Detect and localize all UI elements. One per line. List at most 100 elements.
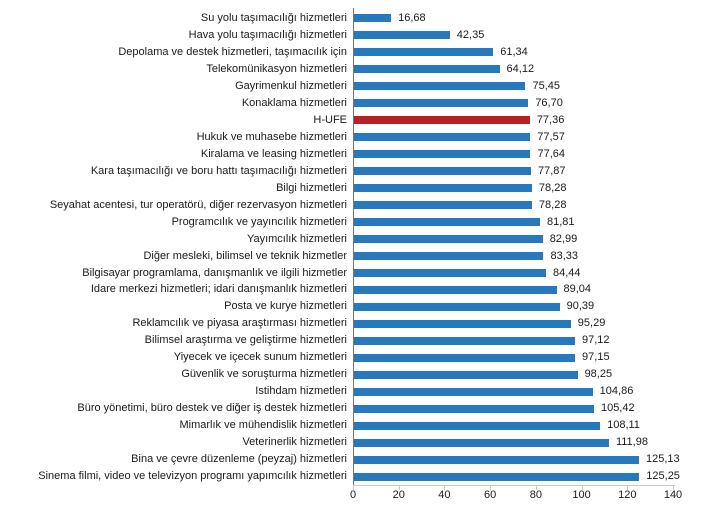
category-label: Bilgisayar programlama, danışmanlık ve i… [82, 267, 347, 279]
value-label: 77,36 [536, 113, 565, 126]
bar [353, 116, 530, 125]
value-label: 82,99 [549, 232, 578, 245]
category-label: Hava yolu taşımacılığı hizmetleri [188, 29, 347, 41]
bar-row: Seyahat acentesi, tur operatörü, diğer r… [0, 197, 707, 214]
bar-row: İstihdam hizmetleri 104,86 [0, 383, 707, 400]
value-label: 77,87 [537, 164, 566, 177]
value-label: 89,04 [563, 283, 592, 296]
category-label: İdare merkezi hizmetleri; idari danışman… [90, 284, 347, 296]
bar [353, 235, 543, 244]
category-label: Su yolu taşımacılığı hizmetleri [200, 12, 347, 24]
value-label: 83,33 [550, 249, 578, 262]
value-label: 78,28 [538, 181, 567, 194]
category-label: Mimarlık ve mühendislik hizmetleri [179, 420, 348, 432]
bar-row: Veterinerlik hizmetleri 111,98 [0, 434, 707, 451]
bar-area: 78,28 [353, 180, 707, 197]
x-axis-tick [627, 485, 629, 490]
bar-row: Güvenlik ve soruşturma hizmetleri 98,25 [0, 366, 707, 383]
value-label: 111,98 [615, 436, 648, 449]
value-label: 108,11 [607, 419, 640, 432]
category-label: Yayımcılık hizmetleri [246, 233, 347, 245]
bar-area: 76,70 [353, 95, 707, 112]
bar-area: 77,57 [353, 129, 707, 146]
x-axis-tick [535, 485, 537, 490]
bar-row: H-ÜFE 77,36 [0, 112, 707, 129]
category-label: Bilgi hizmetleri [276, 182, 347, 194]
bar-row: Posta ve kurye hizmetleri 90,39 [0, 298, 707, 315]
bar [353, 455, 639, 464]
bar-row: Telekomünikasyon hizmetleri 64,12 [0, 61, 707, 78]
bar [353, 370, 578, 379]
bar-area: 61,34 [353, 44, 707, 61]
x-axis-tick [444, 485, 446, 490]
bar-row: Su yolu taşımacılığı hizmetleri 16,68 [0, 10, 707, 27]
category-label: Depolama ve destek hizmetleri, taşımacıl… [118, 46, 347, 58]
value-label: 95,29 [577, 317, 606, 330]
value-label: 42,35 [456, 28, 485, 41]
bar [353, 99, 529, 108]
bar-area: 108,11 [353, 417, 707, 434]
category-label: Programcılık ve yayıncılık hizmetleri [171, 216, 347, 228]
bar [353, 48, 494, 57]
value-label: 84,44 [553, 266, 581, 279]
bar [353, 150, 531, 159]
bar [353, 184, 532, 193]
value-label: 16,68 [398, 11, 426, 24]
bar-row: Bilgisayar programlama, danışmanlık ve i… [0, 265, 707, 282]
bar-row: Gayrimenkul hizmetleri 75,45 [0, 78, 707, 95]
bar-row: Büro yönetimi, büro destek ve diğer iş d… [0, 400, 707, 417]
value-label: 125,25 [646, 470, 680, 483]
value-label: 104,86 [599, 385, 634, 398]
category-axis-line [353, 8, 354, 490]
category-label: Bilimsel araştırma ve geliştirme hizmetl… [144, 335, 347, 347]
bar-area: 77,64 [353, 146, 707, 163]
bar-row: Konaklama hizmetleri 76,70 [0, 95, 707, 112]
bar [353, 31, 450, 40]
bar [353, 404, 594, 413]
category-label: Kara taşımacılığı ve boru hattı taşımacı… [90, 165, 347, 177]
category-label: Kiralama ve leasing hizmetleri [200, 148, 347, 160]
bar [353, 269, 546, 278]
x-axis-tick-label: 80 [529, 489, 542, 501]
value-label: 76,70 [535, 96, 563, 109]
bar [353, 82, 526, 91]
category-label: Bina ve çevre düzenleme (peyzaj) hizmetl… [131, 454, 347, 466]
bar [353, 472, 640, 481]
bar-row: Diğer mesleki, bilimsel ve teknik hizmet… [0, 248, 707, 265]
bar-row: Bina ve çevre düzenleme (peyzaj) hizmetl… [0, 451, 707, 468]
bar [353, 302, 560, 311]
category-label: Güvenlik ve soruşturma hizmetleri [181, 369, 347, 381]
bar [353, 14, 392, 23]
x-axis-tick-label: 0 [349, 489, 357, 501]
x-axis-tick [490, 485, 492, 490]
category-label: Telekomünikasyon hizmetleri [206, 63, 347, 75]
value-label: 77,64 [537, 147, 565, 160]
bar-area: 125,13 [353, 451, 707, 468]
bar-area: 16,68 [353, 10, 707, 27]
category-label: Veterinerlik hizmetleri [242, 437, 347, 449]
x-axis-tick-label: 100 [572, 489, 591, 501]
bar-row: Reklamcılık ve piyasa araştırması hizmet… [0, 315, 707, 332]
category-label: Hukuk ve muhasebe hizmetleri [196, 131, 347, 143]
bar-area: 78,28 [353, 197, 707, 214]
bar-row: Mimarlık ve mühendislik hizmetleri 108,1… [0, 417, 707, 434]
bar-area: 95,29 [353, 315, 707, 332]
bar-area: 98,25 [353, 366, 707, 383]
value-label: 97,12 [581, 334, 610, 347]
bar [353, 201, 532, 210]
value-label: 75,45 [532, 79, 560, 92]
bar [353, 65, 500, 74]
x-axis-tick [398, 485, 400, 490]
value-label: 61,34 [500, 45, 528, 58]
bar [353, 387, 593, 396]
bar-row: İdare merkezi hizmetleri; idari danışman… [0, 282, 707, 299]
bar-area: 89,04 [353, 282, 707, 299]
bar-area: 81,81 [353, 214, 707, 231]
x-axis-tick-label: 40 [438, 489, 451, 501]
bar-area: 105,42 [353, 400, 707, 417]
bar-row: Hukuk ve muhasebe hizmetleri 77,57 [0, 129, 707, 146]
bar-area: 90,39 [353, 298, 707, 315]
bar-area: 64,12 [353, 61, 707, 78]
category-label: H-ÜFE [313, 114, 347, 126]
